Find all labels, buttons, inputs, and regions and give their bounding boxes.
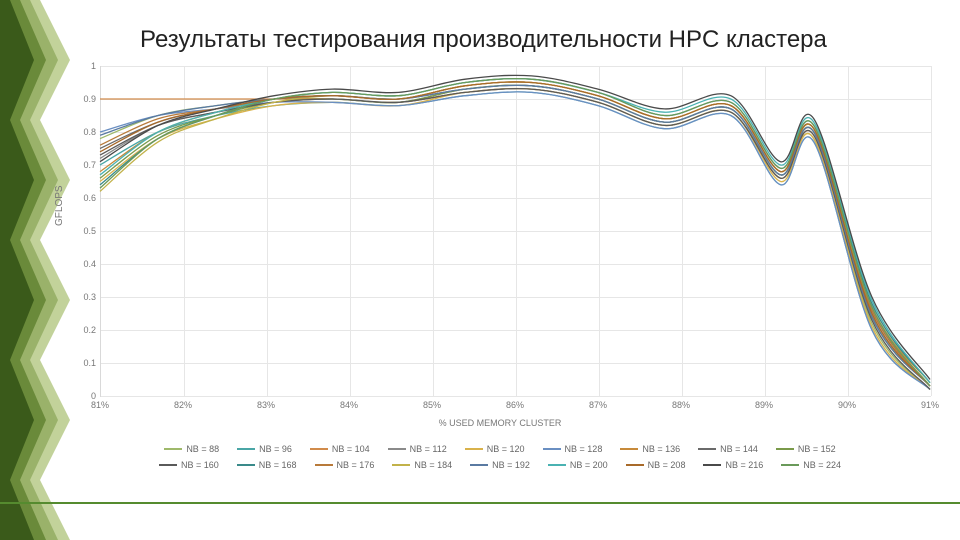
legend-swatch <box>237 448 255 450</box>
legend-swatch <box>781 464 799 466</box>
legend-item: NB = 144 <box>698 444 758 454</box>
y-tick: 0.9 <box>60 94 96 104</box>
legend-swatch <box>543 448 561 450</box>
legend-item: NB = 224 <box>781 460 841 470</box>
y-tick: 0.6 <box>60 193 96 203</box>
legend-swatch <box>392 464 410 466</box>
slide: Результаты тестирования производительнос… <box>0 0 960 540</box>
legend-item: NB = 200 <box>548 460 608 470</box>
legend-swatch <box>388 448 406 450</box>
y-tick: 0.1 <box>60 358 96 368</box>
legend-swatch <box>620 448 638 450</box>
series-line <box>100 89 930 390</box>
legend-label: NB = 216 <box>725 460 763 470</box>
slide-title: Результаты тестирования производительнос… <box>140 26 827 54</box>
y-axis-label: GFLOPS <box>54 185 65 226</box>
performance-chart: GFLOPS % USED MEMORY CLUSTER 00.10.20.30… <box>60 66 940 426</box>
x-tick: 86% <box>506 400 524 410</box>
chart-legend: NB = 88 NB = 96 NB = 104 NB = 112 NB = 120 NB… <box>100 444 900 476</box>
x-tick: 88% <box>672 400 690 410</box>
y-tick: 0.3 <box>60 292 96 302</box>
legend-swatch <box>164 448 182 450</box>
legend-item: NB = 160 <box>159 460 219 470</box>
legend-swatch <box>626 464 644 466</box>
series-line <box>100 85 930 386</box>
x-tick: 84% <box>340 400 358 410</box>
legend-label: NB = 128 <box>565 444 603 454</box>
legend-label: NB = 136 <box>642 444 680 454</box>
legend-swatch <box>703 464 721 466</box>
x-tick: 83% <box>257 400 275 410</box>
legend-item: NB = 208 <box>626 460 686 470</box>
legend-label: NB = 184 <box>414 460 452 470</box>
x-tick: 90% <box>838 400 856 410</box>
legend-item: NB = 192 <box>470 460 530 470</box>
series-line <box>100 92 930 390</box>
x-tick: 89% <box>755 400 773 410</box>
legend-item: NB = 112 <box>388 444 447 454</box>
legend-item: NB = 88 <box>164 444 219 454</box>
legend-label: NB = 152 <box>798 444 836 454</box>
chart-lines <box>100 66 930 396</box>
y-tick: 1 <box>60 61 96 71</box>
legend-item: NB = 128 <box>543 444 603 454</box>
x-axis-label: % USED MEMORY CLUSTER <box>60 418 940 428</box>
legend-swatch <box>698 448 716 450</box>
series-line <box>100 85 930 386</box>
legend-item: NB = 120 <box>465 444 525 454</box>
legend-label: NB = 224 <box>803 460 841 470</box>
legend-item: NB = 136 <box>620 444 680 454</box>
legend-swatch <box>237 464 255 466</box>
legend-swatch <box>776 448 794 450</box>
series-line <box>100 85 930 386</box>
legend-label: NB = 176 <box>337 460 375 470</box>
legend-label: NB = 192 <box>492 460 530 470</box>
legend-swatch <box>470 464 488 466</box>
y-tick: 0.2 <box>60 325 96 335</box>
footer-divider <box>0 502 960 504</box>
y-tick: 0.7 <box>60 160 96 170</box>
legend-item: NB = 216 <box>703 460 763 470</box>
series-line <box>100 92 930 390</box>
legend-label: NB = 88 <box>186 444 219 454</box>
legend-item: NB = 176 <box>315 460 375 470</box>
legend-swatch <box>159 464 177 466</box>
series-line <box>100 89 930 387</box>
legend-label: NB = 208 <box>648 460 686 470</box>
legend-item: NB = 96 <box>237 444 292 454</box>
x-tick: 81% <box>91 400 109 410</box>
series-line <box>100 85 930 386</box>
x-tick: 82% <box>174 400 192 410</box>
legend-swatch <box>310 448 328 450</box>
y-tick: 0.4 <box>60 259 96 269</box>
legend-label: NB = 112 <box>410 444 447 454</box>
legend-swatch <box>465 448 483 450</box>
legend-label: NB = 160 <box>181 460 219 470</box>
series-line <box>100 82 930 383</box>
legend-item: NB = 184 <box>392 460 452 470</box>
legend-item: NB = 104 <box>310 444 370 454</box>
x-tick: 91% <box>921 400 939 410</box>
legend-item: NB = 152 <box>776 444 836 454</box>
legend-label: NB = 144 <box>720 444 758 454</box>
legend-label: NB = 104 <box>332 444 370 454</box>
legend-label: NB = 168 <box>259 460 297 470</box>
legend-swatch <box>315 464 333 466</box>
y-tick: 0.8 <box>60 127 96 137</box>
legend-label: NB = 120 <box>487 444 525 454</box>
y-tick: 0.5 <box>60 226 96 236</box>
legend-label: NB = 96 <box>259 444 292 454</box>
x-tick: 87% <box>589 400 607 410</box>
x-tick: 85% <box>423 400 441 410</box>
legend-swatch <box>548 464 566 466</box>
legend-item: NB = 168 <box>237 460 297 470</box>
legend-label: NB = 200 <box>570 460 608 470</box>
